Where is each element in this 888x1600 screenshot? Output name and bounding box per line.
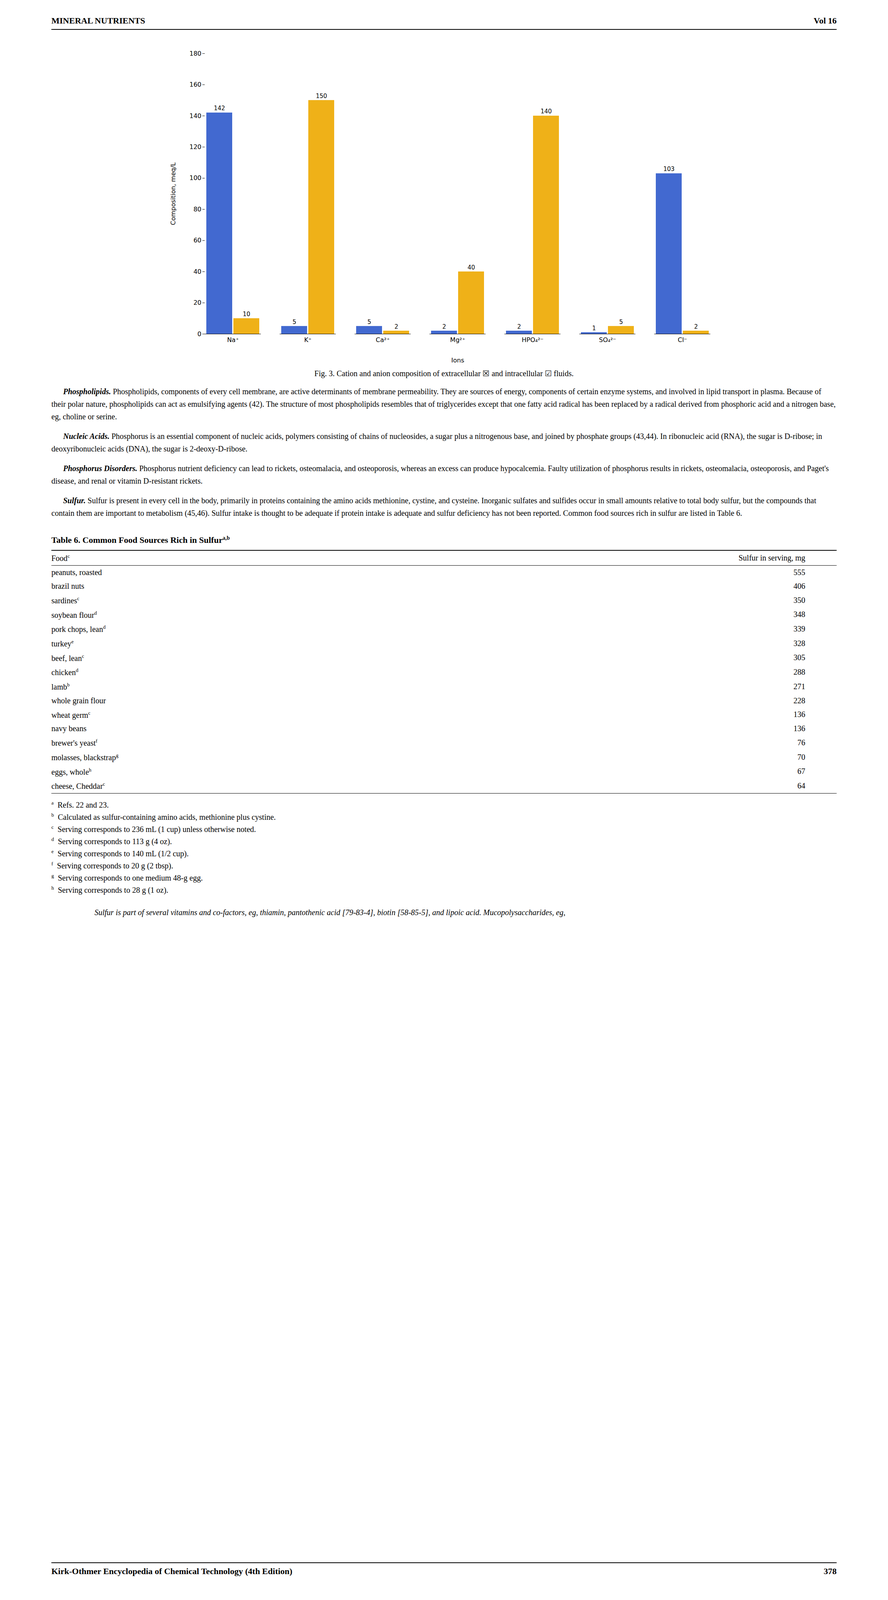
svg-text:Composition, meq/L: Composition, meq/L	[169, 162, 177, 226]
html-text:271: 271	[793, 682, 806, 691]
html-text:Sulfur. Sulfur is present in e: Sulfur. Sulfur is present in every cell …	[51, 496, 817, 518]
html-text:d Serving corresponds to 113 g: d Serving corresponds to 113 g (4 oz).	[51, 836, 172, 846]
svg-text:HPO₄²⁻: HPO₄²⁻	[521, 336, 544, 344]
html-text:chickend: chickend	[51, 667, 79, 677]
svg-text:2: 2	[694, 323, 699, 331]
svg-text:150: 150	[315, 92, 328, 100]
svg-text:140: 140	[540, 107, 552, 115]
html-text:288: 288	[793, 667, 806, 677]
html-text:Sulfur is part of several vita: Sulfur is part of several vitamins and c…	[94, 907, 566, 917]
svg-text:160: 160	[189, 80, 202, 89]
svg-text:100: 100	[189, 174, 202, 182]
html-text:g Serving corresponds to one m: g Serving corresponds to one medium 48-g…	[51, 872, 203, 883]
html-text:378: 378	[823, 1566, 837, 1576]
html-text:MINERAL NUTRIENTS: MINERAL NUTRIENTS	[51, 15, 146, 26]
html-text:f Serving corresponds to 20 g: f Serving corresponds to 20 g (2 tbsp).	[51, 860, 174, 870]
svg-text:Cl⁻: Cl⁻	[677, 336, 688, 344]
html-text:Table 6. Common Food Sources R: Table 6. Common Food Sources Rich in Sul…	[51, 534, 230, 545]
svg-text:Ca²⁺: Ca²⁺	[375, 336, 390, 344]
html-text:Foodc: Foodc	[51, 553, 70, 563]
svg-text:0: 0	[197, 330, 202, 338]
svg-text:Na⁺: Na⁺	[227, 336, 239, 344]
html-text:350: 350	[793, 595, 806, 605]
html-text:cheese, Cheddarc: cheese, Cheddarc	[51, 781, 106, 791]
svg-text:103: 103	[663, 165, 675, 173]
html-text:beef, leanc: beef, leanc	[51, 652, 85, 663]
html-text:pork chops, leand: pork chops, leand	[51, 624, 106, 634]
svg-text:60: 60	[193, 236, 202, 244]
svg-text:80: 80	[193, 205, 202, 213]
html-text:555: 555	[793, 567, 806, 577]
html-text:Nucleic Acids. Phosphorus is a: Nucleic Acids. Phosphorus is an essentia…	[51, 431, 823, 454]
html-text:turkeye: turkeye	[51, 638, 74, 648]
svg-text:2: 2	[394, 323, 399, 331]
svg-text:SO₄²⁻: SO₄²⁻	[598, 336, 617, 344]
html-text:a Refs. 22 and 23.: a Refs. 22 and 23.	[51, 799, 109, 810]
html-text:406: 406	[793, 581, 806, 591]
svg-text:2: 2	[517, 323, 522, 331]
svg-text:180: 180	[189, 49, 202, 58]
svg-text:40: 40	[193, 267, 202, 276]
svg-text:Mg²⁺: Mg²⁺	[450, 336, 466, 344]
html-text:70: 70	[797, 752, 806, 762]
html-text:328: 328	[793, 638, 806, 648]
svg-text:10: 10	[242, 310, 251, 318]
svg-text:40: 40	[467, 263, 475, 272]
html-text:339: 339	[793, 624, 806, 634]
svg-text:5: 5	[367, 318, 372, 326]
html-text:136: 136	[793, 710, 806, 719]
html-text:Sulfur in serving, mg: Sulfur in serving, mg	[738, 553, 806, 563]
html-text:e Serving corresponds to 140 m: e Serving corresponds to 140 mL (1/2 cup…	[51, 848, 189, 858]
html-text:brewer's yeastf: brewer's yeastf	[51, 737, 98, 748]
svg-text:Ions: Ions	[451, 356, 465, 364]
html-text:h Serving corresponds to 28 g: h Serving corresponds to 28 g (1 oz).	[51, 884, 169, 895]
html-text:67: 67	[797, 766, 806, 776]
html-text:soybean flourd: soybean flourd	[51, 609, 97, 620]
html-text:Phosphorus Disorders. Phosphor: Phosphorus Disorders. Phosphorus nutrien…	[51, 464, 829, 486]
html-text:Vol 16: Vol 16	[813, 15, 837, 26]
html-text:peanuts, roasted: peanuts, roasted	[51, 567, 102, 577]
svg-text:K⁺: K⁺	[304, 336, 312, 344]
svg-text:5: 5	[619, 318, 624, 326]
html-text:228: 228	[793, 696, 806, 705]
html-text:molasses, blackstrapg: molasses, blackstrapg	[51, 752, 119, 762]
svg-text:142: 142	[213, 104, 226, 112]
html-text:lambb: lambb	[51, 681, 70, 691]
html-text:b Calculated as sulfur-contain: b Calculated as sulfur-containing amino …	[51, 811, 276, 822]
svg-text:2: 2	[442, 323, 447, 331]
html-text:Kirk-Othmer Encyclopedia of Ch: Kirk-Othmer Encyclopedia of Chemical Tec…	[51, 1566, 293, 1576]
svg-text:20: 20	[193, 298, 202, 307]
html-text:Phospholipids. Phospholipids,: Phospholipids. Phospholipids, components…	[51, 387, 836, 421]
svg-text:120: 120	[189, 143, 202, 151]
html-text:c Serving corresponds to 236 m: c Serving corresponds to 236 mL (1 cup) …	[51, 824, 256, 834]
html-text:Fig. 3. Cation and anion compo: Fig. 3. Cation and anion composition of …	[314, 369, 574, 378]
svg-text:140: 140	[189, 112, 202, 120]
svg-text:1: 1	[592, 324, 597, 332]
html-text:eggs, wholeh: eggs, wholeh	[51, 766, 92, 776]
svg-text:5: 5	[292, 318, 297, 326]
html-text:brazil nuts: brazil nuts	[51, 581, 85, 591]
html-text:navy beans: navy beans	[51, 724, 87, 733]
html-text:64: 64	[797, 781, 806, 790]
html-text:whole grain flour: whole grain flour	[51, 696, 106, 705]
html-text:305: 305	[793, 653, 806, 662]
html-text:136: 136	[793, 724, 806, 733]
html-text:wheat germc: wheat germc	[51, 709, 91, 720]
html-text:76: 76	[797, 738, 806, 747]
html-text:348: 348	[793, 610, 806, 619]
html-text:sardinesc: sardinesc	[51, 595, 80, 605]
